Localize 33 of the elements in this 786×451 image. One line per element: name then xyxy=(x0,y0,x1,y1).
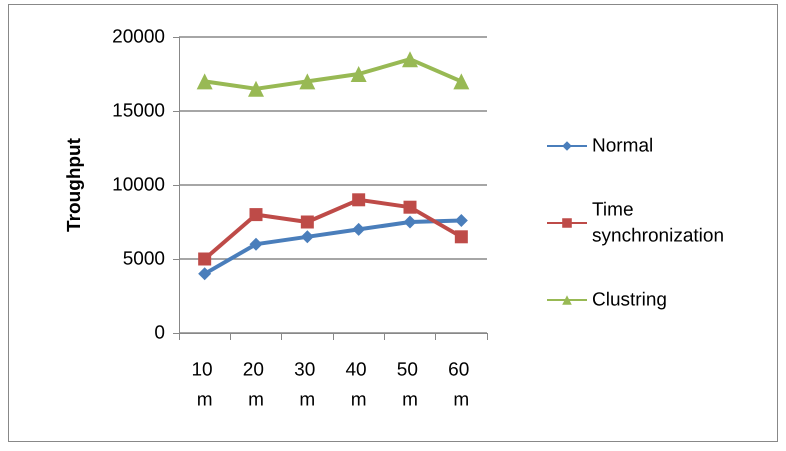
y-tick-label: 10000 xyxy=(112,174,165,196)
legend-label: Clustring xyxy=(592,290,667,310)
point xyxy=(300,230,314,244)
point xyxy=(248,80,264,97)
point xyxy=(454,230,468,244)
y-tick-label: 15000 xyxy=(112,100,165,122)
point xyxy=(352,222,366,236)
point xyxy=(300,216,314,228)
y-tick-label: 20000 xyxy=(112,26,165,48)
x-tick-label: 60 m xyxy=(448,360,475,410)
point xyxy=(250,208,262,222)
point xyxy=(198,252,212,266)
legend-label: Time synchronization xyxy=(592,200,724,246)
y-axis-title: Troughput xyxy=(64,137,85,232)
x-tick-label: 20 m xyxy=(242,360,270,410)
legend-label: Normal xyxy=(592,136,654,156)
point xyxy=(299,73,316,90)
point xyxy=(196,73,213,90)
point xyxy=(404,216,416,228)
y-tick-label: 0 xyxy=(154,322,165,344)
point xyxy=(352,193,366,206)
point xyxy=(198,267,212,280)
y-tick-label: 5000 xyxy=(122,248,165,270)
point xyxy=(250,238,262,251)
x-tick-label: 30 m xyxy=(294,360,321,410)
point xyxy=(404,200,416,214)
point xyxy=(454,214,468,228)
x-tick-label: 40 m xyxy=(345,360,372,410)
x-tick-label: 50 m xyxy=(396,360,424,410)
point xyxy=(402,51,418,68)
x-tick-label: 10 m xyxy=(191,360,218,410)
point xyxy=(350,66,367,82)
point xyxy=(453,73,470,90)
